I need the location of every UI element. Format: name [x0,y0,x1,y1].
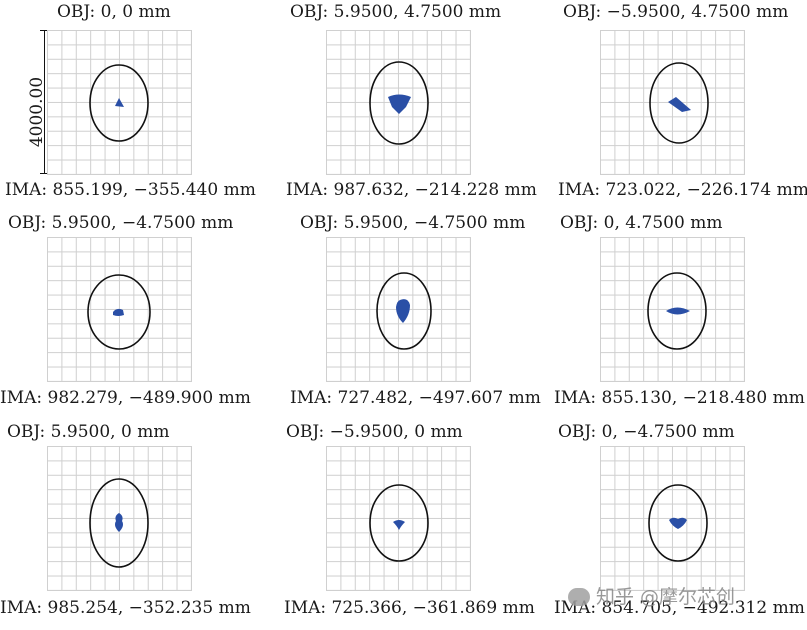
ima-label: IMA: 725.366, −361.869 mm [284,598,535,618]
obj-label: OBJ: 0, 4.7500 mm [560,213,723,233]
grid [326,446,471,591]
airy-ellipse [647,272,707,350]
obj-label: OBJ: −5.9500, 4.7500 mm [563,2,789,22]
scale-bar [40,30,49,174]
spot-panel-7: OBJ: 5.9500, 0 mm IMA: 985.254, −352.235… [0,420,265,625]
spot [669,517,687,529]
grid [47,237,192,382]
spot-diagram [376,272,432,350]
airy-ellipse [89,64,149,142]
spot-panel-3: OBJ: −5.9500, 4.7500 mm IMA: 723.022, −2… [558,0,807,205]
ima-label: IMA: 723.022, −226.174 mm [558,180,807,200]
ima-label: IMA: 854.705, −492.312 mm [554,598,805,618]
spot-panel-6: OBJ: 0, 4.7500 mm IMA: 855.130, −218.480… [554,211,807,416]
spot-panel-4: OBJ: 5.9500, −4.7500 mm IMA: 982.279, −4… [0,211,265,416]
obj-label: OBJ: 5.9500, 4.7500 mm [290,2,502,22]
grid [600,446,745,591]
spot-diagram [648,484,708,562]
ima-label: IMA: 987.632, −214.228 mm [286,180,537,200]
spot [115,98,124,107]
spot [668,97,691,112]
spot-panel-2: OBJ: 5.9500, 4.7500 mm IMA: 987.632, −21… [286,0,542,205]
airy-ellipse [376,272,432,350]
watermark: 知乎 @摩尔芯创 [568,582,735,609]
ima-label: IMA: 985.254, −352.235 mm [0,598,251,618]
spot-diagram [647,272,707,350]
spot [393,520,405,530]
spot-panel-8: OBJ: −5.9500, 0 mm IMA: 725.366, −361.86… [284,420,542,625]
ima-label: IMA: 982.279, −489.900 mm [0,388,251,408]
airy-ellipse [369,61,429,145]
spot-diagram [89,64,149,142]
spot-diagram [87,274,151,350]
airy-ellipse [369,484,429,562]
obj-label: OBJ: 5.9500, −4.7500 mm [300,213,526,233]
airy-ellipse [649,62,709,144]
obj-label: OBJ: −5.9500, 0 mm [286,422,463,442]
spot [666,307,690,315]
spot-panel-9: OBJ: 0, −4.7500 mm IMA: 854.705, −492.31… [554,420,807,625]
spot-panel-1: OBJ: 0, 0 mm IMA: 855.199, −355.440 mm [5,0,265,205]
spot-diagram [89,478,149,568]
spot [388,94,411,114]
spot-diagram [369,61,429,145]
spot-diagram [649,62,709,144]
obj-label: OBJ: 0, −4.7500 mm [558,422,735,442]
ima-label: IMA: 855.199, −355.440 mm [5,180,256,200]
spot-diagram [369,484,429,562]
watermark-text: 知乎 @摩尔芯创 [596,586,736,608]
ima-label: IMA: 727.482, −497.607 mm [290,388,541,408]
airy-ellipse [648,484,708,562]
airy-ellipse [89,478,149,568]
spot-panel-5: OBJ: 5.9500, −4.7500 mm IMA: 727.482, −4… [290,211,542,416]
ima-label: IMA: 855.130, −218.480 mm [554,388,805,408]
spot [113,308,124,316]
obj-label: OBJ: 0, 0 mm [57,2,171,22]
spot [115,513,123,532]
airy-ellipse [87,274,151,350]
wechat-logo-icon [568,588,590,606]
obj-label: OBJ: 5.9500, 0 mm [7,422,170,442]
obj-label: OBJ: 5.9500, −4.7500 mm [8,213,234,233]
grid [47,446,192,591]
spot [396,299,410,323]
